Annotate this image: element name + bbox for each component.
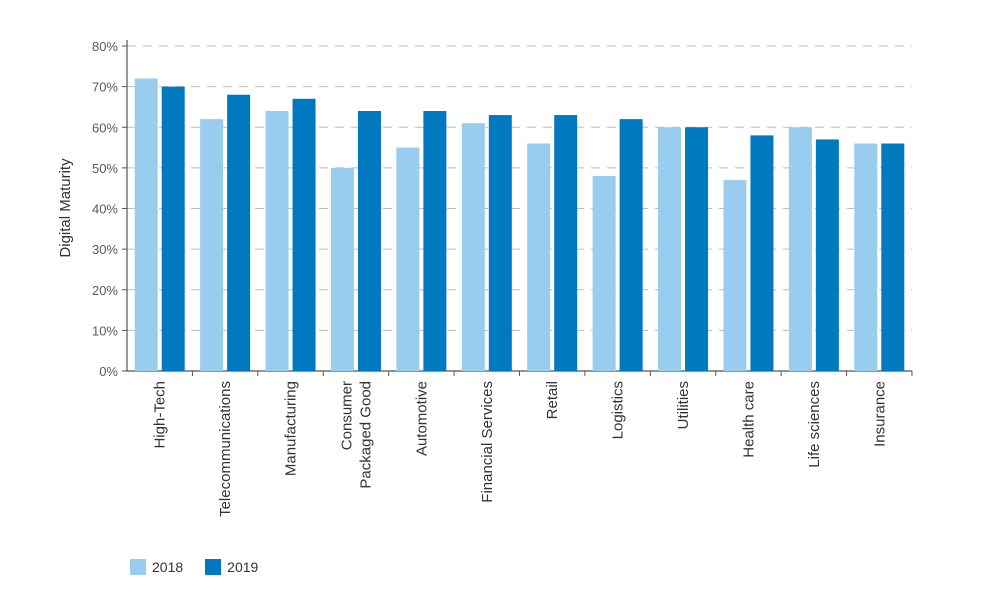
bar-2019-consumer-packaged-good bbox=[357, 111, 381, 371]
legend-item-2019: 2019 bbox=[205, 559, 258, 575]
bar-2018-logistics bbox=[592, 176, 616, 371]
bar-2019-high-tech bbox=[161, 86, 185, 371]
bar-2018-health-care bbox=[723, 180, 747, 371]
category-labels: High-Tech Telecommunications Manufacturing… bbox=[152, 381, 889, 517]
x-category-label: Telecommunications bbox=[217, 381, 234, 517]
legend-item-2018: 2018 bbox=[130, 559, 183, 575]
bar-2018-life-sciences bbox=[788, 127, 812, 371]
bar-2018-automotive bbox=[396, 147, 420, 371]
y-tick-label: 20% bbox=[92, 283, 118, 298]
x-category-label: Health care bbox=[740, 381, 757, 458]
bar-2018-telecommunications bbox=[200, 119, 224, 371]
gridlines bbox=[127, 45, 912, 331]
bar-2018-insurance bbox=[854, 143, 878, 371]
bar-2018-consumer-packaged-good bbox=[330, 167, 354, 371]
x-category-label: Life sciences bbox=[806, 381, 823, 468]
legend-label-2019: 2019 bbox=[227, 559, 259, 575]
bar-2019-telecommunications bbox=[227, 94, 251, 371]
y-tick-label: 70% bbox=[92, 80, 118, 95]
bar-2018-high-tech bbox=[134, 78, 158, 371]
bar-2019-financial-services bbox=[488, 115, 512, 371]
bar-2018-financial-services bbox=[461, 123, 485, 371]
bar-2019-automotive bbox=[423, 111, 447, 371]
x-category-label: Retail bbox=[544, 381, 561, 419]
legend: 2018 2019 bbox=[130, 559, 258, 575]
y-tick-label: 60% bbox=[92, 120, 118, 135]
legend-swatch-2019 bbox=[205, 559, 222, 575]
y-tick-label: 40% bbox=[92, 202, 118, 217]
y-tick-label: 50% bbox=[92, 161, 118, 176]
bar-2019-life-sciences bbox=[815, 139, 839, 371]
bar-2019-insurance bbox=[881, 143, 905, 371]
x-category-label: High-Tech bbox=[152, 381, 169, 449]
bars bbox=[134, 78, 905, 371]
bar-2019-logistics bbox=[619, 119, 643, 371]
legend-label-2018: 2018 bbox=[152, 559, 184, 575]
bar-2018-retail bbox=[527, 143, 551, 371]
bar-2019-retail bbox=[554, 115, 578, 371]
legend-swatch-2018 bbox=[130, 559, 146, 575]
y-tick-label: 10% bbox=[92, 323, 118, 338]
x-category-label: Logistics bbox=[610, 381, 627, 439]
y-tick-label: 80% bbox=[92, 39, 118, 54]
x-category-label: Consumer Packaged Good bbox=[338, 381, 374, 489]
bar-2019-utilities bbox=[685, 127, 709, 371]
y-tick-label: 0% bbox=[99, 364, 118, 379]
bar-2019-health-care bbox=[750, 135, 774, 371]
x-category-label: Manufacturing bbox=[283, 381, 300, 476]
x-category-label: Automotive bbox=[413, 381, 430, 456]
axes: 0% 10% 20% 30% 40% 50% 60% 70% 80% bbox=[92, 39, 913, 379]
y-axis-title: Digital Maturity bbox=[57, 158, 74, 258]
y-tick-label: 30% bbox=[92, 242, 118, 257]
bar-2019-manufacturing bbox=[292, 98, 316, 371]
bar-2018-utilities bbox=[658, 127, 682, 371]
x-category-label: Insurance bbox=[871, 381, 888, 447]
x-category-label: Utilities bbox=[675, 381, 692, 429]
x-category-label: Financial Services bbox=[479, 381, 496, 503]
bar-2018-manufacturing bbox=[265, 111, 289, 371]
